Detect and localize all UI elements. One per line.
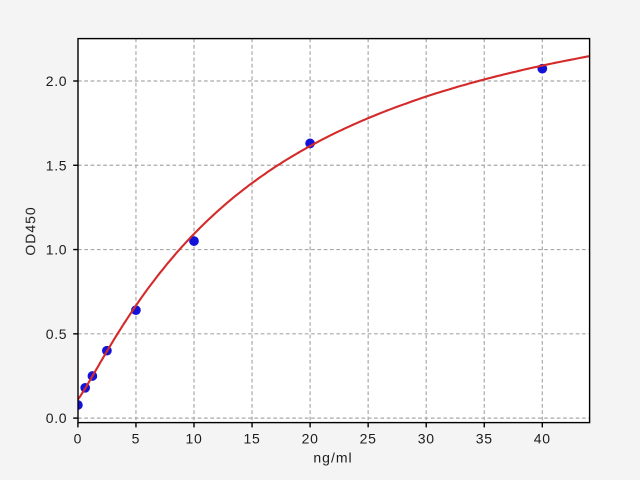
svg-text:35: 35 [476,430,493,446]
svg-text:2.0: 2.0 [46,73,68,89]
svg-text:30: 30 [418,430,435,446]
svg-text:OD450: OD450 [22,206,38,255]
svg-text:1.5: 1.5 [46,157,68,173]
svg-text:5: 5 [132,430,141,446]
svg-text:40: 40 [534,430,551,446]
svg-text:0: 0 [74,430,83,446]
svg-text:20: 20 [302,430,319,446]
svg-text:15: 15 [244,430,261,446]
svg-text:10: 10 [186,430,203,446]
svg-text:0.0: 0.0 [46,410,68,426]
svg-text:1.0: 1.0 [46,242,68,258]
svg-text:25: 25 [360,430,377,446]
svg-text:0.5: 0.5 [46,326,68,342]
svg-text:ng/ml: ng/ml [313,450,352,466]
